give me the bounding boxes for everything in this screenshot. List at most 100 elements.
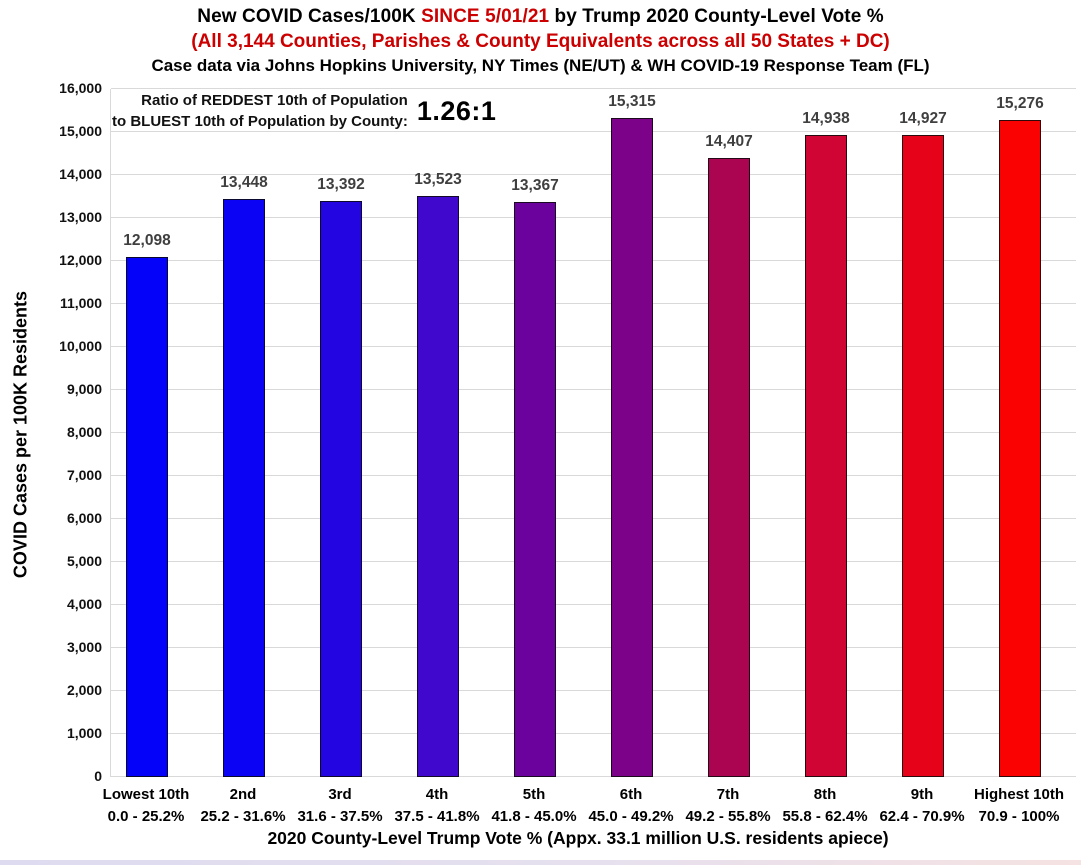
y-tick-label-10000: 10,000	[59, 338, 102, 354]
x-tick-tier-label: 8th	[813, 786, 837, 803]
y-tick-label-15000: 15,000	[59, 123, 102, 139]
y-tick-label-7000: 7,000	[66, 467, 102, 483]
bar-value-label: 14,927	[899, 110, 947, 128]
title-block: New COVID Cases/100K SINCE 5/01/21 by Tr…	[0, 6, 1081, 76]
y-tick-label-5000: 5,000	[66, 553, 102, 569]
y-tick-label-11000: 11,000	[59, 295, 102, 311]
x-tick-range-label: 31.6 - 37.5%	[297, 807, 383, 825]
bar-highest-10th	[999, 120, 1041, 777]
x-axis-tick-labels: Lowest 10th 0.0 - 25.2% 2nd 25.2 - 31.6% 3rd…	[103, 784, 1075, 828]
gridline-15000	[111, 131, 1076, 132]
gridline-2000	[111, 690, 1076, 691]
gridline-0	[111, 776, 1076, 777]
y-tick-label-2000: 2,000	[66, 682, 102, 698]
y-tick-label-0: 0	[94, 768, 102, 784]
y-tick-label-14000: 14,000	[59, 166, 102, 182]
x-tick-tier-label: Lowest 10th	[102, 786, 190, 803]
x-tick-range-label: 55.8 - 62.4%	[782, 807, 868, 825]
y-tick-label-12000: 12,000	[59, 252, 102, 268]
gridline-1000	[111, 733, 1076, 734]
bar-value-label: 13,448	[220, 173, 268, 191]
bar-value-label: 12,098	[123, 231, 171, 249]
bar-value-label: 13,523	[414, 170, 462, 188]
y-tick-label-3000: 3,000	[66, 639, 102, 655]
x-tick-tier-label: 3rd	[328, 786, 352, 803]
chart-title-part1: New COVID Cases/100K	[197, 6, 422, 27]
bar-9th	[902, 135, 944, 777]
chart-subtitle: (All 3,144 Counties, Parishes & County E…	[191, 31, 890, 52]
gridline-11000	[111, 303, 1076, 304]
x-tick-label: Lowest 10th 0.0 - 25.2%	[103, 784, 190, 828]
x-tick-tier-label: 7th	[716, 786, 740, 803]
x-tick-label: 9th 62.4 - 70.9%	[879, 784, 964, 828]
bar-value-label: 13,367	[511, 177, 559, 195]
x-tick-tier-label: 4th	[425, 786, 449, 803]
x-tick-range-label: 0.0 - 25.2%	[107, 807, 185, 825]
x-tick-range-label: 62.4 - 70.9%	[879, 807, 965, 825]
x-tick-label: 8th 55.8 - 62.4%	[782, 784, 867, 828]
bar-7th	[708, 157, 750, 777]
y-tick-label-9000: 9,000	[66, 381, 102, 397]
gridline-13000	[111, 217, 1076, 218]
chart-title-highlight: SINCE 5/01/21	[421, 6, 550, 27]
x-tick-tier-label: 6th	[619, 786, 643, 803]
chart-title: New COVID Cases/100K SINCE 5/01/21 by Tr…	[0, 6, 1081, 28]
chart-title-part2: by Trump 2020 County-Level Vote %	[549, 6, 884, 27]
x-tick-range-label: 49.2 - 55.8%	[685, 807, 771, 825]
x-tick-range-label: 70.9 - 100%	[978, 807, 1060, 825]
x-tick-label: 3rd 31.6 - 37.5%	[297, 784, 382, 828]
y-tick-label-13000: 13,000	[59, 209, 102, 225]
x-axis-title: 2020 County-Level Trump Vote % (Appx. 33…	[267, 828, 889, 848]
x-tick-range-label: 41.8 - 45.0%	[491, 807, 577, 825]
gridline-8000	[111, 432, 1076, 433]
x-tick-tier-label: 5th	[522, 786, 546, 803]
gridline-12000	[111, 260, 1076, 261]
bar-lowest-10th	[126, 256, 168, 777]
x-tick-label: 2nd 25.2 - 31.6%	[200, 784, 285, 828]
ratio-annotation-line2: to BLUEST 10th of Population by County:	[112, 113, 408, 130]
x-tick-label: 6th 45.0 - 49.2%	[588, 784, 673, 828]
chart-source-line: Case data via Johns Hopkins University, …	[151, 56, 930, 75]
bar-4th	[417, 195, 459, 777]
x-tick-range-label: 25.2 - 31.6%	[200, 807, 286, 825]
bar-2nd	[223, 198, 265, 777]
y-tick-label-8000: 8,000	[66, 424, 102, 440]
bar-5th	[514, 202, 556, 777]
bar-8th	[805, 134, 847, 777]
ratio-annotation-line1: Ratio of REDDEST 10th of Population	[141, 92, 408, 109]
x-tick-tier-label: 2nd	[229, 786, 257, 803]
bar-3rd	[320, 201, 362, 777]
x-tick-tier-label: 9th	[910, 786, 934, 803]
x-tick-tier-label: Highest 10th	[973, 786, 1065, 803]
y-tick-label-1000: 1,000	[66, 725, 102, 741]
x-tick-label: 4th 37.5 - 41.8%	[394, 784, 479, 828]
ratio-annotation: Ratio of REDDEST 10th of Population to B…	[112, 90, 496, 132]
gridline-5000	[111, 561, 1076, 562]
bar-value-label: 15,315	[608, 93, 656, 111]
gridline-3000	[111, 647, 1076, 648]
window-bottom-edge	[0, 860, 1081, 865]
y-tick-label-6000: 6,000	[66, 510, 102, 526]
gridline-6000	[111, 518, 1076, 519]
y-tick-label-4000: 4,000	[66, 596, 102, 612]
y-tick-label-16000: 16,000	[59, 80, 102, 96]
x-tick-label: Highest 10th 70.9 - 100%	[974, 784, 1064, 828]
x-tick-label: 7th 49.2 - 55.8%	[685, 784, 770, 828]
plot-area: 12,098 13,448 13,392 13,523 13,367 15,315 14,4…	[110, 88, 1076, 777]
ratio-annotation-text: Ratio of REDDEST 10th of Population to B…	[112, 90, 408, 132]
bar-value-label: 15,276	[996, 95, 1044, 113]
bar-value-label: 13,392	[317, 176, 365, 194]
gridline-9000	[111, 389, 1076, 390]
bar-6th	[611, 118, 653, 777]
bar-value-label: 14,407	[705, 132, 753, 150]
gridline-4000	[111, 604, 1076, 605]
ratio-value: 1.26:1	[416, 95, 497, 126]
bar-value-label: 14,938	[802, 109, 850, 127]
gridline-14000	[111, 174, 1076, 175]
gridline-16000	[111, 88, 1076, 89]
x-tick-range-label: 37.5 - 41.8%	[394, 807, 480, 825]
x-tick-range-label: 45.0 - 49.2%	[588, 807, 674, 825]
gridline-10000	[111, 346, 1076, 347]
gridline-7000	[111, 475, 1076, 476]
